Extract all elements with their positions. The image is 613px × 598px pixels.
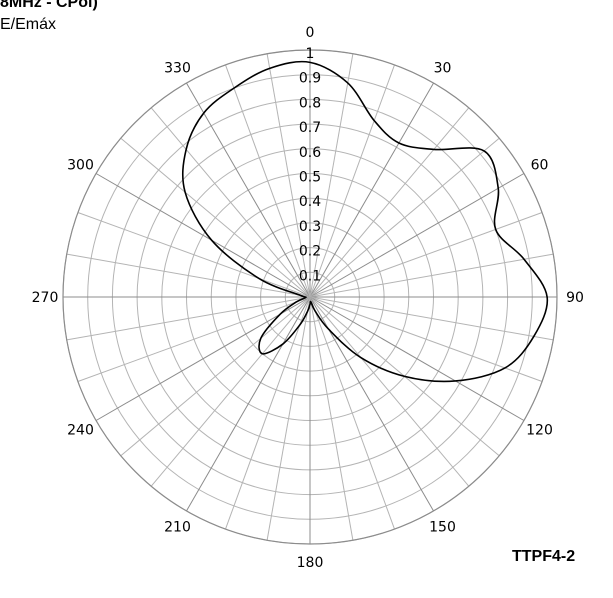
angle-tick-label: 330 bbox=[164, 61, 191, 77]
grid-spoke bbox=[66, 296, 311, 341]
grid-spoke bbox=[150, 107, 311, 298]
angle-tick-label: 300 bbox=[67, 158, 94, 174]
radial-tick-label: 0.9 bbox=[299, 71, 321, 87]
angle-tick-label: 180 bbox=[297, 555, 324, 571]
radial-tick-label: 0.4 bbox=[299, 194, 321, 210]
grid-spoke bbox=[266, 296, 311, 541]
radial-tick-label: 0.2 bbox=[299, 244, 321, 260]
angle-tick-label: 210 bbox=[164, 519, 191, 535]
polar-grid bbox=[62, 49, 558, 545]
radial-tick-label: 1 bbox=[306, 46, 315, 62]
outer-rim bbox=[62, 49, 558, 545]
series-line bbox=[181, 60, 549, 383]
grid-spoke bbox=[309, 253, 554, 298]
pattern-series bbox=[181, 60, 549, 383]
grid-spoke bbox=[309, 296, 554, 341]
angle-tick-label: 270 bbox=[32, 290, 59, 306]
grid-spoke bbox=[120, 137, 311, 298]
grid-spoke bbox=[309, 296, 354, 541]
figure-tag: TTPF4-2 bbox=[512, 548, 576, 565]
grid-spoke bbox=[225, 64, 311, 298]
grid-spoke bbox=[266, 53, 311, 298]
grid-spoke bbox=[95, 296, 311, 421]
angle-tick-label: 90 bbox=[566, 290, 584, 306]
radial-tick-label: 0.8 bbox=[299, 95, 321, 111]
angle-tick-label: 120 bbox=[526, 423, 553, 439]
grid-spoke bbox=[309, 296, 434, 512]
grid-spoke bbox=[309, 296, 525, 421]
radial-tick-label: 0.5 bbox=[299, 170, 321, 186]
angle-tick-label: 0 bbox=[306, 25, 315, 41]
grid-spoke bbox=[309, 296, 470, 487]
grid-spoke bbox=[309, 173, 525, 298]
angle-tick-label: 60 bbox=[531, 158, 549, 174]
grid-spoke bbox=[309, 296, 543, 382]
grid-spoke bbox=[309, 53, 354, 298]
grid-spoke bbox=[66, 253, 311, 298]
angle-tick-label: 240 bbox=[67, 423, 94, 439]
radial-tick-label: 0.6 bbox=[299, 145, 321, 161]
grid-spoke bbox=[309, 137, 500, 298]
grid-spoke bbox=[309, 296, 395, 530]
grid-spoke bbox=[186, 82, 311, 298]
radial-tick-labels: 0.1 0.2 0.3 0.4 0.5 0.6 0.7 0.8 0.9 1 bbox=[299, 46, 321, 284]
grid-spoke bbox=[120, 296, 311, 457]
grid-spoke bbox=[309, 82, 434, 298]
angle-tick-label: 30 bbox=[434, 61, 452, 77]
radial-tick-label: 0.3 bbox=[299, 219, 321, 235]
angle-tick-label: 150 bbox=[429, 519, 456, 535]
grid-spoke bbox=[95, 173, 311, 298]
grid-spoke bbox=[77, 296, 311, 382]
grid-spoke bbox=[77, 212, 311, 298]
angle-tick-labels: 0 30 60 90 120 150 180 210 240 270 300 330 bbox=[32, 25, 584, 571]
grid-spoke bbox=[309, 212, 543, 298]
grid-spoke bbox=[150, 296, 311, 487]
radial-tick-label: 0.7 bbox=[299, 120, 321, 136]
grid-spoke bbox=[309, 64, 395, 298]
grid-spoke bbox=[309, 107, 470, 298]
radial-axis-label: E/Emáx bbox=[0, 16, 57, 33]
chart-title: 8MHz - CPol) bbox=[0, 0, 98, 11]
grid-spoke bbox=[186, 296, 311, 512]
grid-spoke bbox=[225, 296, 311, 530]
radial-tick-label: 0.1 bbox=[299, 268, 321, 284]
